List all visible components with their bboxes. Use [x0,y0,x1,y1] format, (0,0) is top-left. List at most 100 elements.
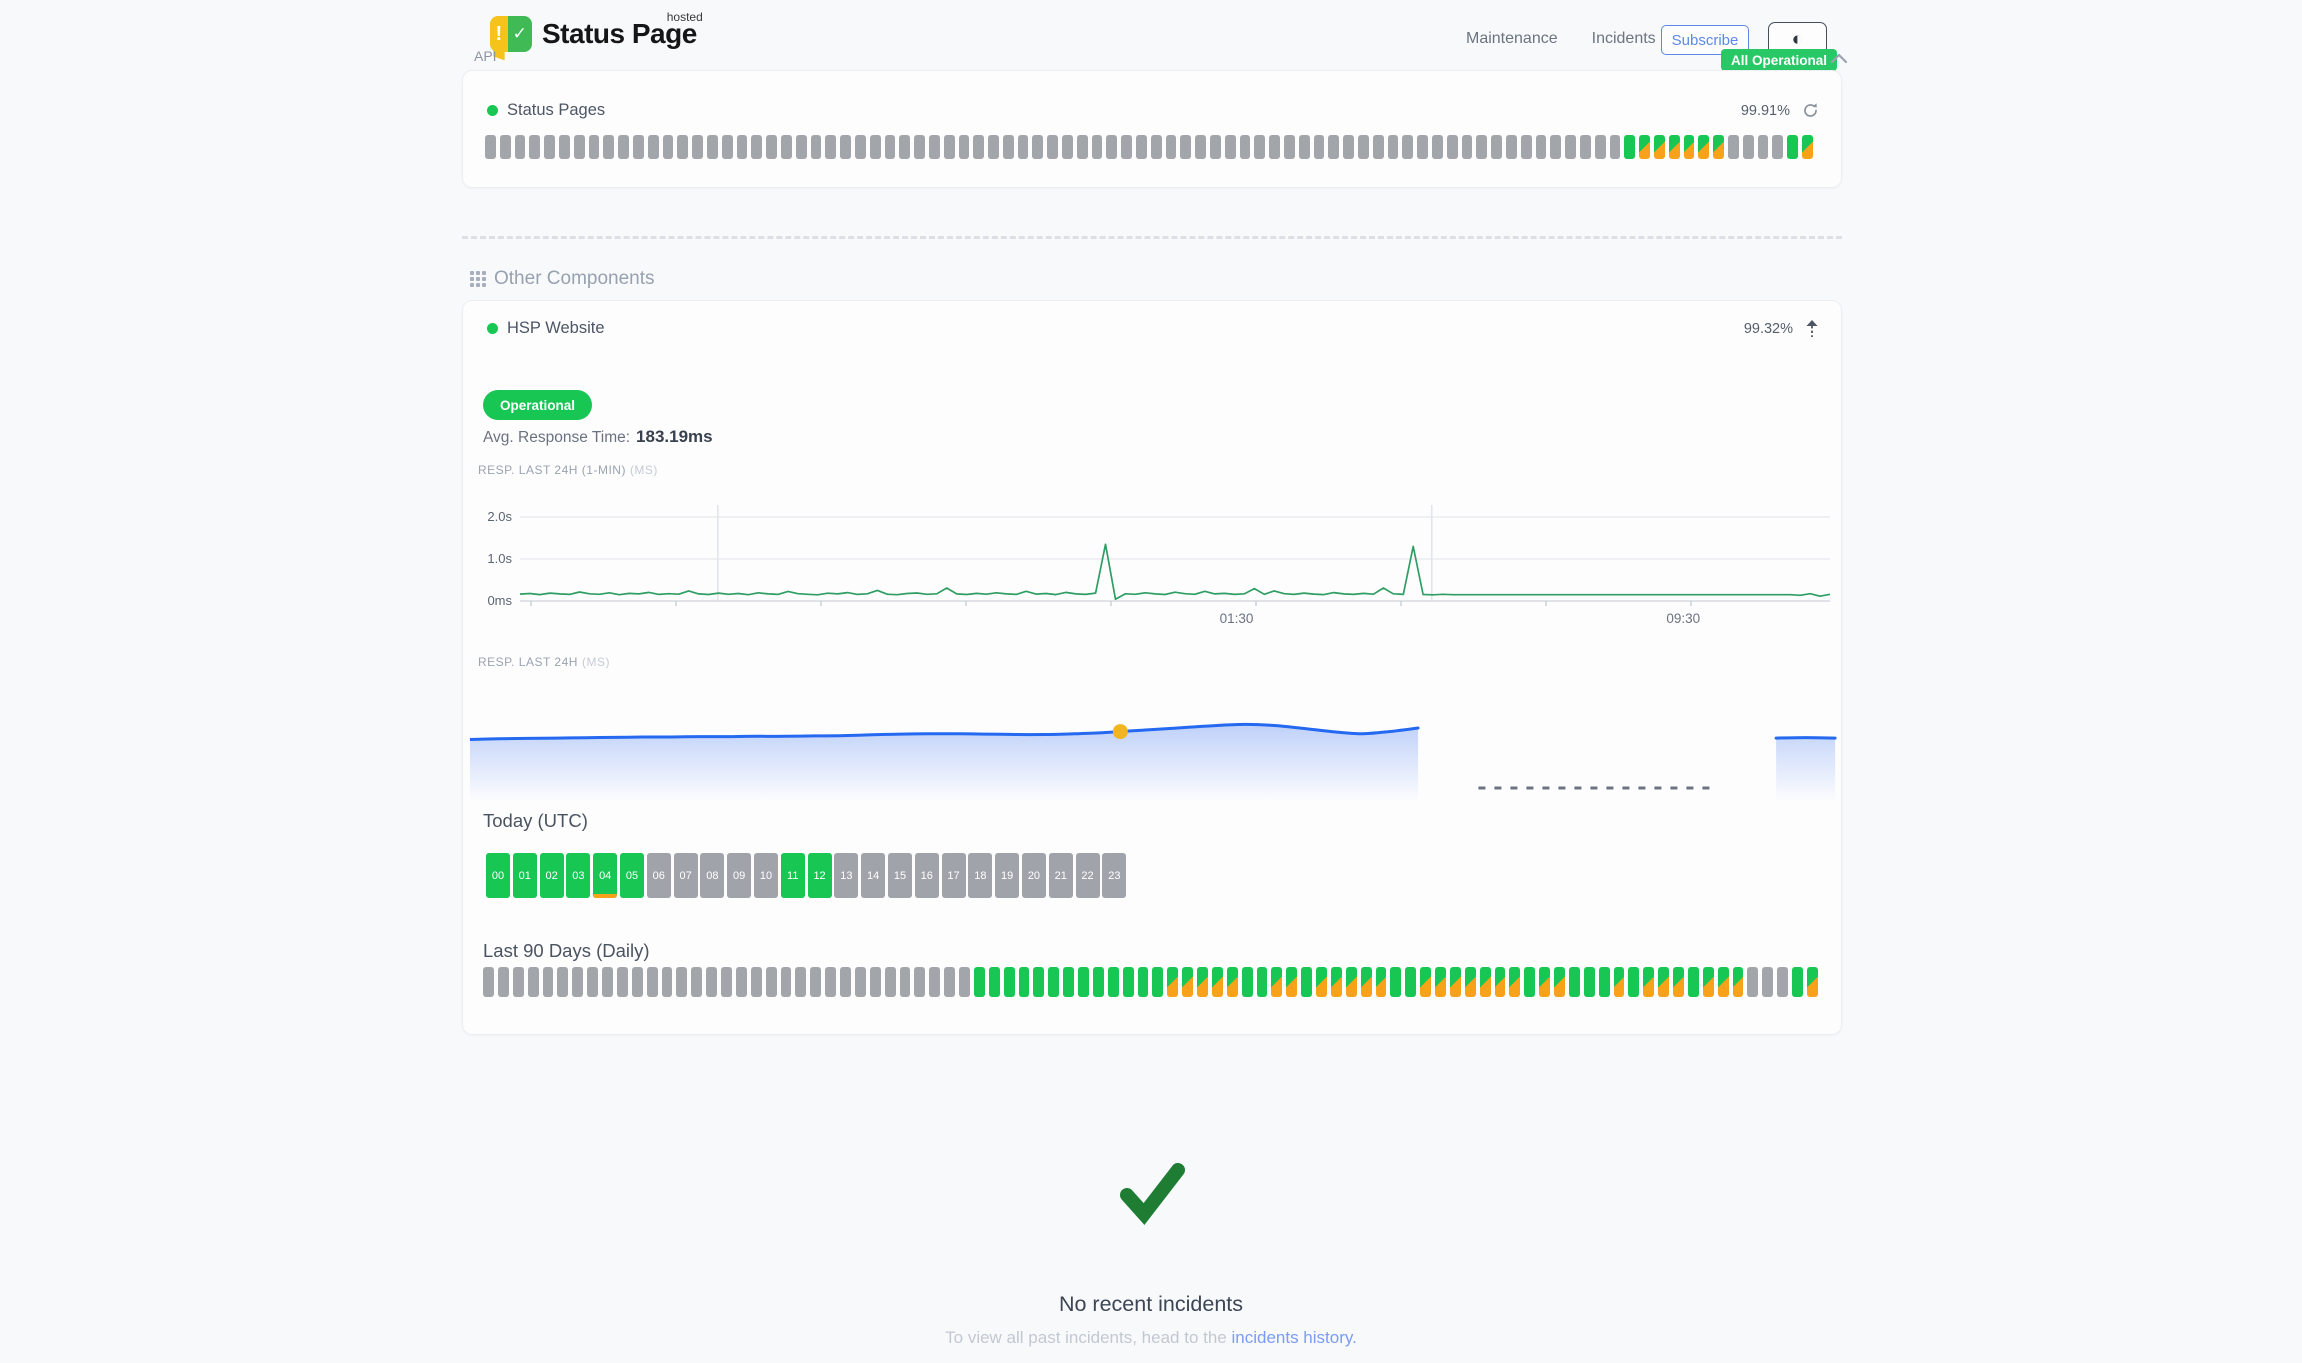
uptime-bar-nodata[interactable] [1343,135,1355,159]
uptime-bar-degraded[interactable] [1673,967,1684,997]
uptime-bar-nodata[interactable] [899,135,911,159]
uptime-bar-nodata[interactable] [603,135,615,159]
uptime-bar-nodata[interactable] [840,967,851,997]
uptime-bar-operational[interactable] [1048,967,1060,997]
hour-box-11[interactable]: 11 [780,853,805,898]
uptime-bar-nodata[interactable] [944,967,955,997]
uptime-bar-degraded[interactable] [1271,967,1283,997]
uptime-bar-operational[interactable] [1624,135,1636,159]
hour-box-12[interactable]: 12 [807,853,832,898]
uptime-bar-nodata[interactable] [514,135,526,159]
uptime-bar-nodata[interactable] [810,135,822,159]
uptime-bar-nodata[interactable] [854,135,866,159]
uptime-bar-nodata[interactable] [884,135,896,159]
uptime-bar-nodata[interactable] [1372,135,1384,159]
uptime-bar-operational[interactable] [1524,967,1536,997]
uptime-bar-degraded[interactable] [1554,967,1565,997]
uptime-bar-nodata[interactable] [750,967,762,997]
uptime-bar-nodata[interactable] [959,967,970,997]
uptime-bar-nodata[interactable] [602,967,613,997]
uptime-bar-nodata[interactable] [825,967,836,997]
uptime-bar-operational[interactable] [1598,967,1610,997]
uptime-bar-degraded[interactable] [1801,135,1813,159]
uptime-bar-nodata[interactable] [1136,135,1147,159]
uptime-bar-nodata[interactable] [661,967,673,997]
uptime-bar-nodata[interactable] [1150,135,1162,159]
uptime-bar-degraded[interactable] [1539,967,1550,997]
uptime-bar-nodata[interactable] [1313,135,1325,159]
uptime-bar-degraded[interactable] [1182,967,1193,997]
uptime-bar-operational[interactable] [1687,967,1699,997]
uptime-bar-operational[interactable] [1092,967,1104,997]
uptime-bar-nodata[interactable] [810,967,822,997]
hour-box-20[interactable]: 20 [1021,853,1046,898]
uptime-bar-nodata[interactable] [485,135,496,159]
uptime-bar-nodata[interactable] [854,967,866,997]
uptime-bar-degraded[interactable] [1509,967,1521,997]
uptime-bar-nodata[interactable] [544,135,555,159]
uptime-bar-nodata[interactable] [1594,135,1606,159]
uptime-bar-degraded[interactable] [1717,967,1729,997]
uptime-bar-nodata[interactable] [647,135,659,159]
uptime-bar-nodata[interactable] [1239,135,1251,159]
uptime-bar-nodata[interactable] [616,967,628,997]
uptime-bar-nodata[interactable] [884,967,896,997]
uptime-bar-nodata[interactable] [1491,135,1502,159]
uptime-bar-nodata[interactable] [1328,135,1340,159]
hour-box-19[interactable]: 19 [995,853,1020,898]
brand[interactable]: ! ✓ Status Page hosted [490,10,703,61]
uptime-bar-operational[interactable] [1390,967,1402,997]
hour-box-22[interactable]: 22 [1075,853,1100,898]
uptime-bar-degraded[interactable] [1494,967,1506,997]
uptime-bar-nodata[interactable] [1002,135,1014,159]
uptime-bar-degraded[interactable] [1375,967,1387,997]
uptime-bar-degraded[interactable] [1683,135,1695,159]
uptime-bar-degraded[interactable] [1330,967,1342,997]
nav-maintenance[interactable]: Maintenance [1466,30,1558,47]
uptime-bar-nodata[interactable] [721,135,733,159]
uptime-bar-nodata[interactable] [1358,135,1369,159]
hour-box-09[interactable]: 09 [727,853,752,898]
response-time-area-chart[interactable] [470,680,1842,805]
uptime-bar-nodata[interactable] [529,135,541,159]
uptime-bar-operational[interactable] [1078,967,1089,997]
uptime-bar-nodata[interactable] [735,967,747,997]
uptime-bar-nodata[interactable] [1121,135,1133,159]
hour-box-06[interactable]: 06 [646,853,671,898]
uptime-bar-degraded[interactable] [1197,967,1208,997]
uptime-bar-nodata[interactable] [631,967,643,997]
uptime-bar-nodata[interactable] [943,135,955,159]
uptime-bar-nodata[interactable] [662,135,674,159]
uptime-bar-nodata[interactable] [928,135,940,159]
uptime-bar-nodata[interactable] [1747,967,1759,997]
uptime-bar-nodata[interactable] [929,967,941,997]
uptime-bar-nodata[interactable] [483,967,494,997]
uptime-bar-operational[interactable] [1583,967,1595,997]
uptime-bar-operational[interactable] [1122,967,1134,997]
uptime-bar-degraded[interactable] [1345,967,1357,997]
uptime-bar-nodata[interactable] [1195,135,1207,159]
uptime-bar-nodata[interactable] [706,967,717,997]
uptime-bar-nodata[interactable] [1777,967,1788,997]
uptime-bar-degraded[interactable] [1360,967,1372,997]
uptime-bar-operational[interactable] [1018,967,1030,997]
uptime-bar-nodata[interactable] [1076,135,1088,159]
uptime-bar-degraded[interactable] [1286,967,1298,997]
uptime-bar-operational[interactable] [1107,967,1119,997]
uptime-bar-nodata[interactable] [646,967,658,997]
uptime-bar-nodata[interactable] [766,135,777,159]
uptime-bar-nodata[interactable] [1224,135,1236,159]
uptime-bar-nodata[interactable] [958,135,970,159]
hour-box-10[interactable]: 10 [753,853,778,898]
uptime-bar-nodata[interactable] [795,967,807,997]
uptime-bar-nodata[interactable] [557,967,569,997]
uptime-bar-nodata[interactable] [1505,135,1517,159]
uptime-bar-nodata[interactable] [1417,135,1428,159]
uptime-bar-degraded[interactable] [1449,967,1461,997]
uptime-bar-degraded[interactable] [1613,967,1625,997]
uptime-bar-nodata[interactable] [706,135,718,159]
uptime-bar-nodata[interactable] [691,967,703,997]
uptime-bar-nodata[interactable] [751,135,763,159]
uptime-bar-nodata[interactable] [588,135,600,159]
uptime-bar-nodata[interactable] [1742,135,1754,159]
